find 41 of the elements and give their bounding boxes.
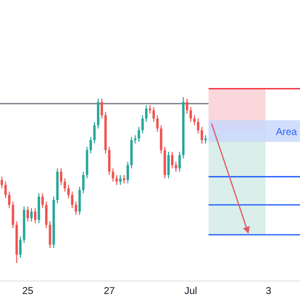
candlestick [74,201,78,216]
candlestick [126,161,129,184]
x-tick-label: Jul [184,286,198,297]
candlestick [152,106,155,122]
x-tick-label: 25 [22,286,34,297]
candlestick [34,208,36,224]
band-label: Area [276,127,298,138]
candlestick [156,114,159,132]
candlestick [8,191,10,209]
candlestick [138,126,140,142]
candlestick [90,136,92,154]
candlestick [178,151,181,172]
candlestick [82,171,85,194]
candlestick [160,124,162,154]
candlestick [71,191,74,209]
candlestick [45,201,48,229]
candlestick [115,174,118,186]
candlestick [193,114,196,126]
candlestick [196,118,200,134]
candlestick [200,126,204,144]
candlestick [19,236,22,259]
candlestick [119,174,122,186]
candlestick [108,146,110,176]
candlestick [38,192,40,224]
candlestick [26,206,29,222]
candlestick [0,176,4,189]
x-tick-label: 3 [266,286,272,297]
candlestick [78,186,81,216]
candlestick [141,114,144,134]
candlestick [4,181,7,199]
candlestick [174,161,178,172]
candlestick [145,104,148,122]
candlestick [41,192,44,209]
candlestick [64,178,66,192]
candlestick [60,168,62,186]
candlestick [100,98,104,120]
candlestick [171,151,174,169]
candlestick [190,106,192,122]
candlestick [93,121,96,144]
x-tick-label: 27 [104,286,116,297]
candlestick [96,98,100,130]
